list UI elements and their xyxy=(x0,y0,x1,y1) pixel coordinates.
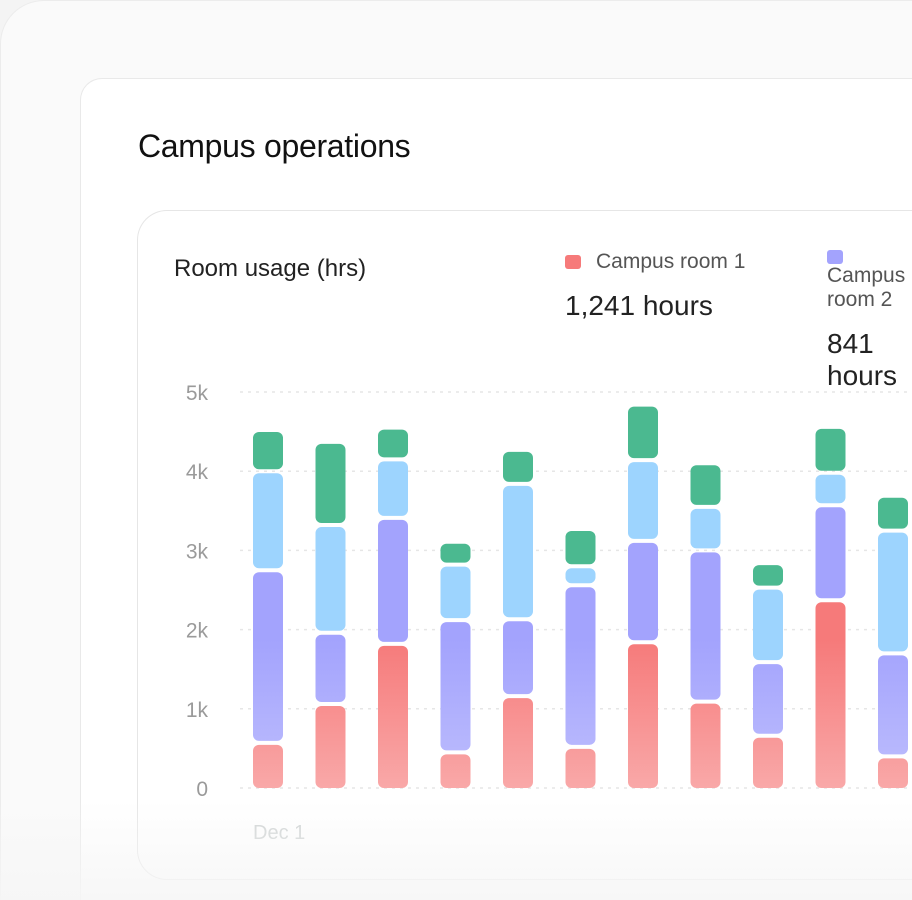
bar-segment-series-4[interactable] xyxy=(440,543,471,563)
bar-segment-series-2[interactable] xyxy=(440,622,471,751)
legend-label: Campus room 1 xyxy=(596,250,746,273)
bar-segment-series-3[interactable] xyxy=(753,589,783,661)
bar-segment-series-4[interactable] xyxy=(815,428,846,471)
bar-segment-series-1[interactable] xyxy=(565,748,596,788)
y-tick-label: 3k xyxy=(186,540,209,563)
bar-segment-series-1[interactable] xyxy=(315,706,346,788)
bar-segment-series-3[interactable] xyxy=(315,527,346,631)
bar-segment-series-1[interactable] xyxy=(628,644,658,788)
bar-segment-series-3[interactable] xyxy=(503,485,533,618)
bar-segment-series-2[interactable] xyxy=(565,587,596,745)
y-tick-label: 5k xyxy=(186,382,209,405)
bar-segment-series-4[interactable] xyxy=(690,465,721,505)
y-tick-label: 2k xyxy=(186,620,209,643)
bar-segment-series-4[interactable] xyxy=(253,432,283,470)
bar-segment-series-1[interactable] xyxy=(440,754,471,788)
bar-segment-series-1[interactable] xyxy=(690,703,721,788)
bar-segment-series-4[interactable] xyxy=(378,429,408,458)
y-tick-label: 4k xyxy=(186,461,209,484)
bar-segment-series-3[interactable] xyxy=(378,461,408,516)
legend-total: 841 hours xyxy=(827,328,898,391)
legend-swatch xyxy=(827,250,843,264)
bar-segment-series-2[interactable] xyxy=(690,552,721,700)
legend-total: 1,241 hours xyxy=(565,290,713,321)
bar-segment-series-1[interactable] xyxy=(378,645,408,788)
bar-segment-series-3[interactable] xyxy=(440,566,471,619)
bar-segment-series-2[interactable] xyxy=(753,664,783,734)
bar-segment-series-4[interactable] xyxy=(315,443,346,524)
bar-segment-series-2[interactable] xyxy=(503,621,533,695)
legend-item-room-2[interactable]: Campus room 2 841 hours xyxy=(827,250,912,392)
bar-segment-series-2[interactable] xyxy=(628,542,658,641)
bar-segment-series-1[interactable] xyxy=(753,737,783,788)
page-title: Campus operations xyxy=(138,128,411,164)
bar-segment-series-4[interactable] xyxy=(878,497,908,529)
bar-segment-series-4[interactable] xyxy=(503,451,533,482)
bar-segment-series-4[interactable] xyxy=(565,531,596,565)
legend-swatch xyxy=(565,255,581,269)
chart-title: Room usage (hrs) xyxy=(174,255,367,282)
bar-segment-series-3[interactable] xyxy=(815,474,846,504)
bar-segment-series-2[interactable] xyxy=(253,572,283,741)
bar-segment-series-1[interactable] xyxy=(878,758,908,788)
bar-segment-series-4[interactable] xyxy=(628,406,658,459)
bar-segment-series-2[interactable] xyxy=(878,655,908,755)
bar-segment-series-3[interactable] xyxy=(253,473,283,569)
bar-segment-series-2[interactable] xyxy=(315,634,346,703)
y-tick-label: 0 xyxy=(196,778,208,801)
bar-segment-series-3[interactable] xyxy=(878,532,908,652)
bar-segment-series-3[interactable] xyxy=(565,568,596,584)
y-tick-label: 1k xyxy=(186,699,209,722)
legend-label: Campus room 2 xyxy=(827,264,906,311)
legend-item-room-1[interactable]: Campus room 1 1,241 hours xyxy=(565,250,745,322)
bar-segment-series-1[interactable] xyxy=(815,602,846,788)
bar-segment-series-3[interactable] xyxy=(690,508,721,549)
bar-segment-series-1[interactable] xyxy=(503,698,533,788)
bar-segment-series-2[interactable] xyxy=(378,519,408,642)
bar-segment-series-2[interactable] xyxy=(815,507,846,599)
x-tick-label: Dec 1 xyxy=(253,822,305,844)
bar-segment-series-1[interactable] xyxy=(253,744,283,788)
bar-segment-series-4[interactable] xyxy=(753,565,783,586)
bar-segment-series-3[interactable] xyxy=(628,462,658,539)
